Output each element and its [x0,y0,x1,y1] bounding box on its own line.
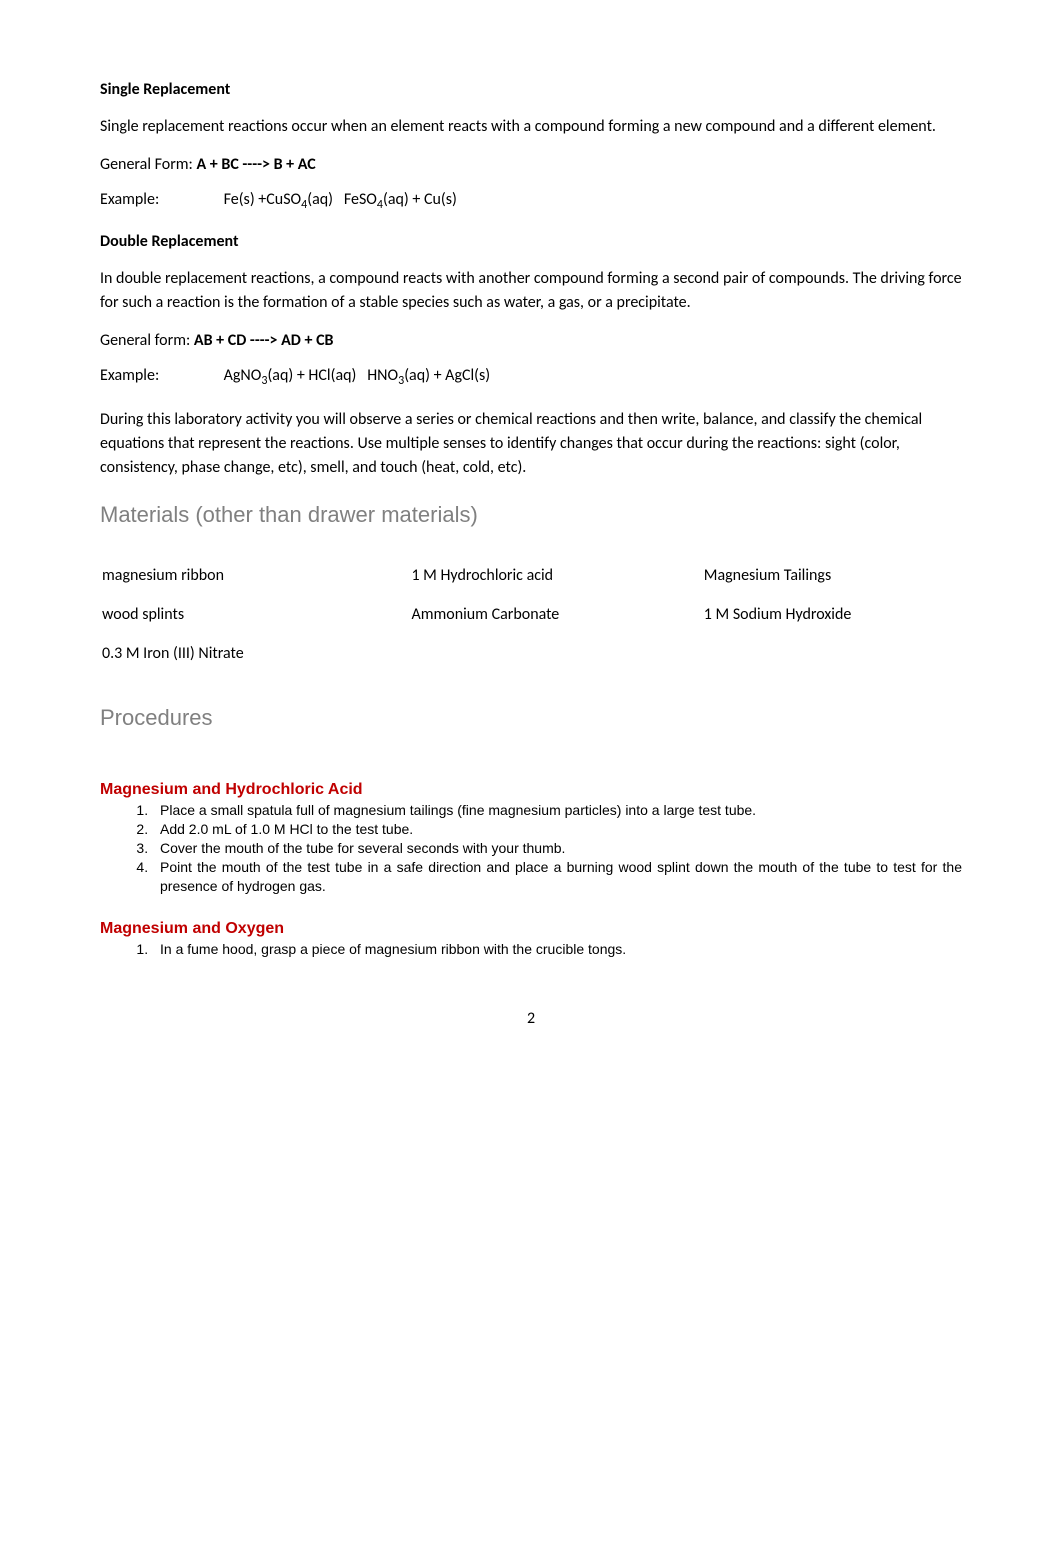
heading-single-replacement: Single Replacement [100,80,962,99]
general-form-label: General form: [100,331,194,350]
table-row: wood splints Ammonium Carbonate 1 M Sodi… [102,605,960,642]
table-cell: Ammonium Carbonate [411,605,701,642]
table-cell [411,644,701,681]
table-cell: 1 M Hydrochloric acid [411,566,701,603]
table-cell [704,644,960,681]
proc-list-mg-oxygen: In a fume hood, grasp a piece of magnesi… [100,940,962,959]
example-equation: Fe(s) +CuSO4(aq) FeSO4(aq) + Cu(s) [224,190,457,209]
list-item: Cover the mouth of the tube for several … [152,839,962,858]
general-form-single: General Form: A + BC ----> B + AC [100,155,962,174]
example-label: Example: [100,190,220,209]
list-item: Add 2.0 mL of 1.0 M HCl to the test tube… [152,820,962,839]
general-form-double: General form: AB + CD ----> AD + CB [100,331,962,350]
table-cell: 0.3 M Iron (III) Nitrate [102,644,409,681]
list-item: In a fume hood, grasp a piece of magnesi… [152,940,962,959]
table-row: 0.3 M Iron (III) Nitrate [102,644,960,681]
general-form-label: General Form: [100,155,196,174]
proc-list-mg-hcl: Place a small spatula full of magnesium … [100,801,962,895]
table-cell: magnesium ribbon [102,566,409,603]
heading-materials: Materials (other than drawer materials) [100,502,962,528]
list-item: Point the mouth of the test tube in a sa… [152,858,962,896]
proc-heading-mg-hcl: Magnesium and Hydrochloric Acid [100,781,962,799]
page-number: 2 [100,1009,962,1028]
para-double-replacement: In double replacement reactions, a compo… [100,267,962,315]
example-double: Example: AgNO3(aq) + HCl(aq) HNO3(aq) + … [100,366,962,388]
heading-double-replacement: Double Replacement [100,232,962,251]
list-item: Place a small spatula full of magnesium … [152,801,962,820]
heading-procedures: Procedures [100,705,962,731]
general-form-formula: AB + CD ----> AD + CB [194,331,334,350]
para-single-replacement: Single replacement reactions occur when … [100,115,962,139]
example-label: Example: [100,366,220,385]
table-cell: Magnesium Tailings [704,566,960,603]
table-cell: wood splints [102,605,409,642]
proc-heading-mg-oxygen: Magnesium and Oxygen [100,920,962,938]
example-single: Example: Fe(s) +CuSO4(aq) FeSO4(aq) + Cu… [100,190,962,212]
general-form-formula: A + BC ----> B + AC [196,155,315,174]
example-equation: AgNO3(aq) + HCl(aq) HNO3(aq) + AgCl(s) [224,366,491,385]
table-cell: 1 M Sodium Hydroxide [704,605,960,642]
materials-table: magnesium ribbon 1 M Hydrochloric acid M… [100,564,962,683]
table-row: magnesium ribbon 1 M Hydrochloric acid M… [102,566,960,603]
para-lab-activity: During this laboratory activity you will… [100,408,962,480]
